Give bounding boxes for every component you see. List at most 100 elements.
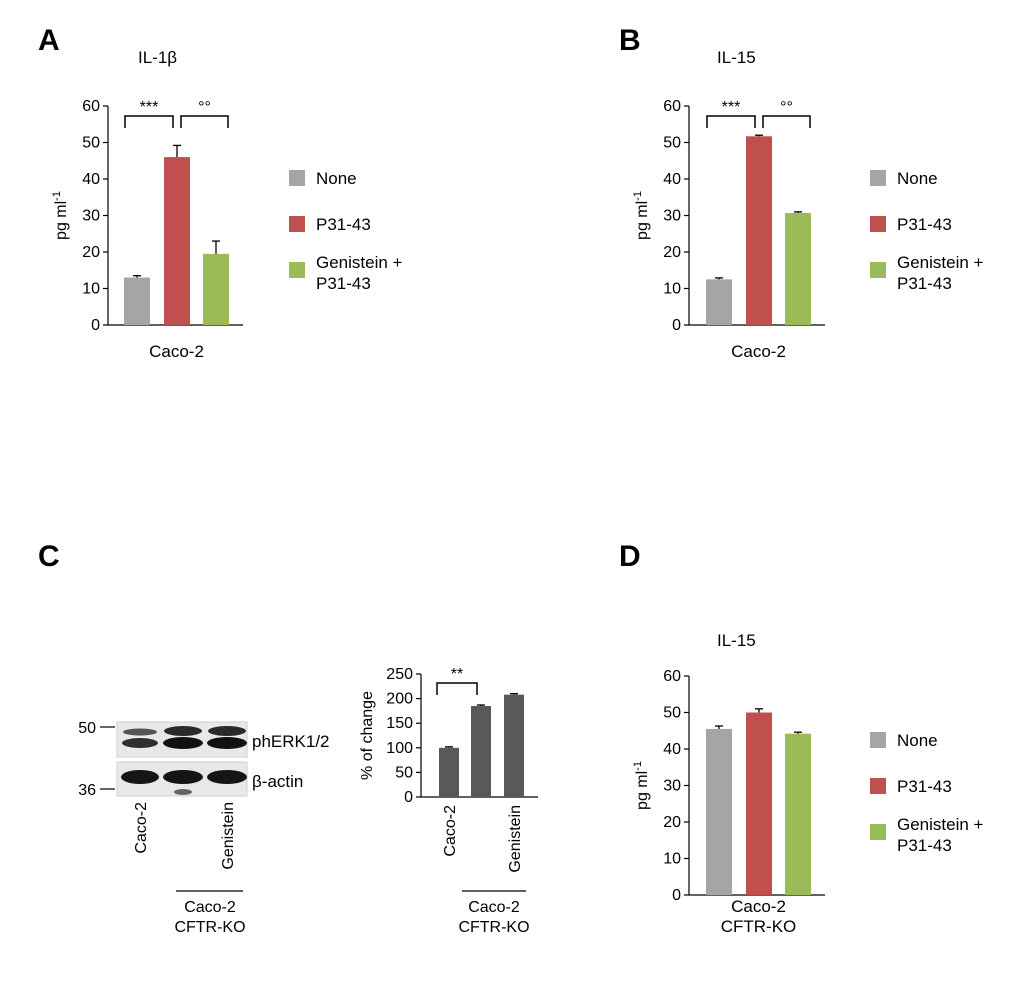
legend-label: P31-43 [897,777,952,796]
y-tick-label: 60 [663,98,681,115]
group-label: Caco-2 [184,899,236,916]
y-axis-label: pg ml-1 [632,761,651,810]
y-axis-label-exponent: -1 [632,761,644,771]
significance-label: *** [722,99,741,116]
legend-label: Genistein + [897,815,984,834]
y-tick-label: 20 [663,244,681,261]
y-tick-label: 40 [82,171,100,188]
y-axis-label-exponent: -1 [632,191,644,201]
legend-label: Genistein + [897,253,984,272]
legend-label: Genistein + [316,253,403,272]
blot-band [123,728,157,736]
panel-letter-b: B [619,24,641,57]
y-tick-label: 30 [663,778,681,795]
y-tick-label: 10 [663,851,681,868]
y-tick-label: 0 [672,887,681,904]
bar [203,253,229,325]
y-tick-label: 60 [82,98,100,115]
panel-letter-d: D [619,540,641,573]
y-tick-label: 20 [82,244,100,261]
x-axis-label: CFTR-KO [721,917,797,936]
y-tick-label: 250 [386,666,413,683]
blot-band [163,737,203,749]
blot-band [207,737,247,749]
legend: None P31-43 Genistein + P31-43 [289,169,403,293]
bar [706,279,732,325]
legend-label: None [897,731,938,750]
y-tick-label: 200 [386,691,413,708]
y-axis-label-exponent: -1 [51,191,63,201]
y-tick-label: 40 [663,741,681,758]
chart-title: IL-15 [717,48,756,67]
legend-label: P31-43 [316,215,371,234]
legend-swatch [289,262,305,278]
chart-panel-b: 0 10 20 30 40 50 60 pg ml-1 IL-15 Caco-2 *** °° [632,48,825,361]
y-tick-label: 50 [663,705,681,722]
legend: None P31-43 Genistein + P31-43 [870,731,984,855]
y-tick-label: 50 [82,135,100,152]
legend: None P31-43 Genistein + P31-43 [870,169,984,293]
y-tick-label: 10 [663,281,681,298]
legend-swatch [870,262,886,278]
bar [439,747,459,797]
bar [471,705,491,797]
panel-letter-a: A [38,24,60,57]
legend-label: P31-43 [316,274,371,293]
chart-panel-a: 0 10 20 30 40 50 60 pg ml-1 IL-1β Caco-2 *** °° [51,48,243,361]
legend-swatch [870,824,886,840]
western-blot: 50 36 phERK1/2 β-actin Caco-2 Genistein … [78,720,329,936]
band-label-actin: β-actin [252,772,303,791]
significance-label: ** [451,666,463,683]
y-tick-label: 30 [82,208,100,225]
x-axis-label: Caco-2 [731,342,786,361]
x-category-label: Genistein [507,805,524,873]
significance-bracket [180,115,229,128]
legend-swatch [289,216,305,232]
y-tick-label: 50 [663,135,681,152]
significance-bracket [436,682,478,695]
marker-50: 50 [78,720,96,737]
lane-label: Genistein [220,802,237,870]
x-axis-label: Caco-2 [731,897,786,916]
legend-label: None [316,169,357,188]
blot-smudge [174,789,192,795]
blot-band [163,770,203,784]
chart-title: IL-1β [138,48,177,67]
chart-panel-c: 0 50 100 150 200 250 % of change Caco-2 Genistei… [359,666,538,936]
y-tick-label: 0 [91,317,100,334]
bar [164,157,190,325]
bar [504,694,524,797]
y-tick-label: 50 [395,764,413,781]
bar [746,712,772,895]
legend-swatch [870,170,886,186]
y-tick-label: 60 [663,668,681,685]
y-axis-label: pg ml-1 [632,191,651,240]
significance-bracket [706,115,756,128]
x-axis-label: Caco-2 [149,342,204,361]
y-axis-label: pg ml-1 [51,191,70,240]
y-tick-label: 150 [386,715,413,732]
chart-title: IL-15 [717,631,756,650]
legend-label: P31-43 [897,215,952,234]
significance-bracket [124,115,174,128]
group-label: Caco-2 [468,899,520,916]
y-tick-label: 30 [663,208,681,225]
y-tick-label: 0 [672,317,681,334]
blot-band [164,726,202,736]
legend-swatch [870,732,886,748]
lane-label: Caco-2 [133,802,150,854]
bar [785,212,811,325]
significance-label: °° [198,99,211,116]
band-label-pherk: phERK1/2 [252,732,330,751]
blot-band [208,726,246,736]
blot-band [207,770,247,784]
significance-label: *** [140,99,159,116]
legend-label: P31-43 [897,836,952,855]
y-axis-label: % of change [359,691,376,780]
blot-band [122,738,158,748]
group-label: CFTR-KO [458,919,529,936]
x-category-label: Caco-2 [442,805,459,857]
legend-label: None [897,169,938,188]
